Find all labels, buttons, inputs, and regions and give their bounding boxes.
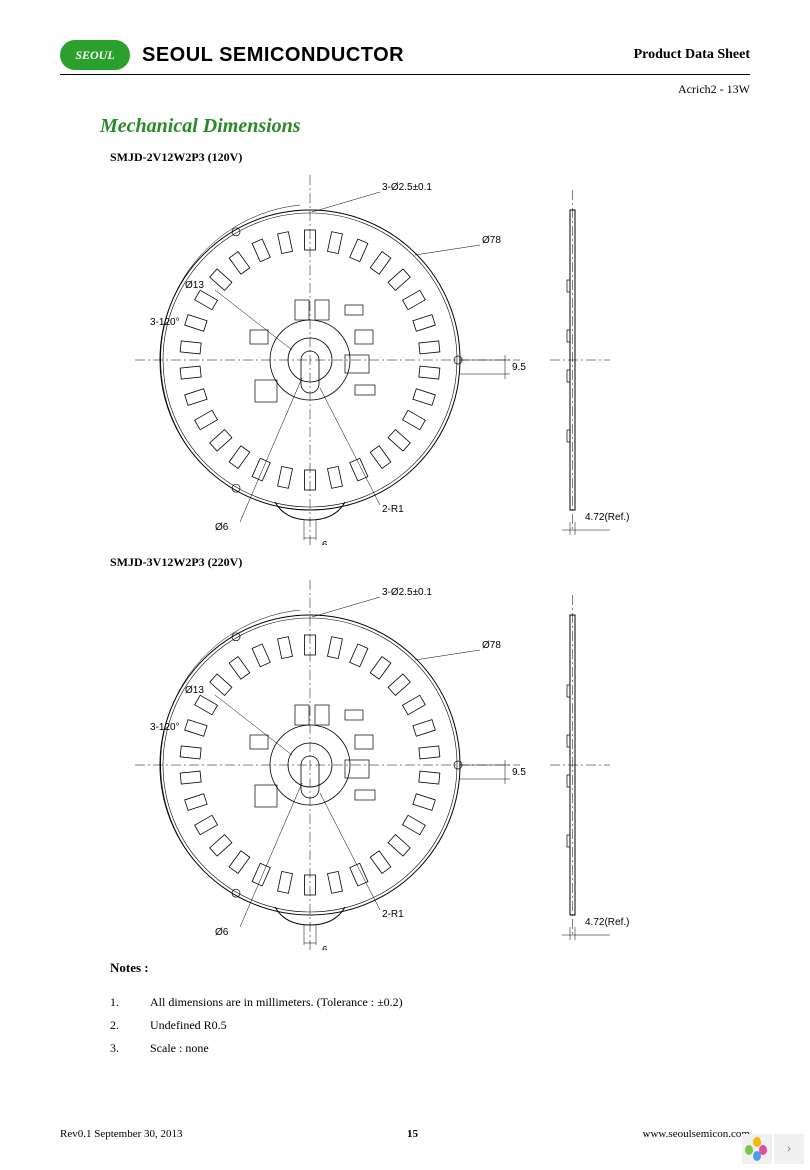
nav-next-button[interactable]: › xyxy=(774,1134,804,1164)
svg-text:4.72(Ref.): 4.72(Ref.) xyxy=(585,917,629,928)
note-item: 2.Undefined R0.5 xyxy=(110,1018,403,1033)
svg-text:2-R1: 2-R1 xyxy=(382,504,404,515)
page-number: 15 xyxy=(407,1128,418,1140)
nav-widget: › xyxy=(742,1134,804,1164)
svg-text:9.5: 9.5 xyxy=(512,767,526,778)
notes-list: 1.All dimensions are in millimeters. (To… xyxy=(110,995,403,1064)
svg-text:3-120°: 3-120° xyxy=(150,722,180,733)
seoul-logo: SEOUL xyxy=(60,40,130,70)
product-subtitle: Acrich2 - 13W xyxy=(678,82,750,97)
part2-label: SMJD-3V12W2P3 (220V) xyxy=(110,555,242,570)
svg-text:Ø13: Ø13 xyxy=(185,685,204,696)
flower-icon xyxy=(745,1137,769,1161)
footer-url: www.seoulsemicon.com xyxy=(643,1128,750,1140)
svg-text:Ø13: Ø13 xyxy=(185,280,204,291)
svg-text:2-R1: 2-R1 xyxy=(382,909,404,920)
svg-text:4.72(Ref.): 4.72(Ref.) xyxy=(585,512,629,523)
company-name: SEOUL SEMICONDUCTOR xyxy=(142,44,404,67)
part1-label: SMJD-2V12W2P3 (120V) xyxy=(110,150,242,165)
doc-type: Product Data Sheet xyxy=(634,47,750,63)
svg-text:3-120°: 3-120° xyxy=(150,317,180,328)
page-footer: Rev0.1 September 30, 2013 15 www.seoulse… xyxy=(60,1128,750,1140)
note-item: 3.Scale : none xyxy=(110,1041,403,1056)
svg-text:Ø78: Ø78 xyxy=(482,640,501,651)
svg-text:9.5: 9.5 xyxy=(512,362,526,373)
section-title: Mechanical Dimensions xyxy=(100,115,301,138)
svg-text:6: 6 xyxy=(322,945,328,950)
mechanical-diagram-2: 3-Ø2.5±0.1 Ø78 3-120° Ø13 Ø6 2-R1 6 9.5 4.72(Ref… xyxy=(100,570,700,955)
svg-text:6: 6 xyxy=(322,540,328,545)
notes-heading: Notes : xyxy=(110,960,149,976)
svg-text:3-Ø2.5±0.1: 3-Ø2.5±0.1 xyxy=(382,587,432,598)
svg-text:Ø6: Ø6 xyxy=(215,927,229,938)
svg-text:Ø6: Ø6 xyxy=(215,522,229,533)
svg-text:3-Ø2.5±0.1: 3-Ø2.5±0.1 xyxy=(382,182,432,193)
page-header: SEOUL SEOUL SEMICONDUCTOR Product Data S… xyxy=(60,40,750,75)
mechanical-diagram-1: 3-Ø2.5±0.1 Ø78 3-120° Ø13 Ø6 2-R1 6 9.5 4.72(Ref… xyxy=(100,165,700,550)
nav-home-button[interactable] xyxy=(742,1134,772,1164)
note-item: 1.All dimensions are in millimeters. (To… xyxy=(110,995,403,1010)
svg-text:Ø78: Ø78 xyxy=(482,235,501,246)
revision-text: Rev0.1 September 30, 2013 xyxy=(60,1128,183,1140)
